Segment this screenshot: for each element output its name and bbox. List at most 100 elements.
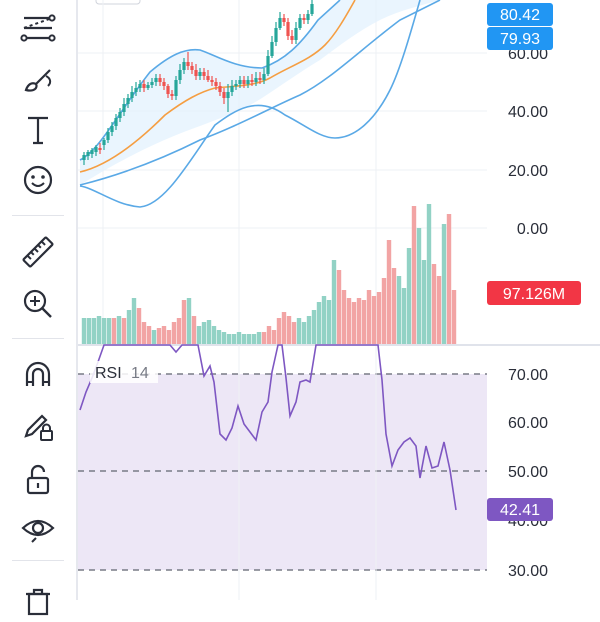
candle <box>166 86 170 94</box>
volume-bar <box>336 270 342 345</box>
candle <box>178 70 182 80</box>
measure-tool-button[interactable] <box>14 230 62 274</box>
volume-bar <box>181 300 187 345</box>
bollinger-band-fill <box>80 0 440 185</box>
volume-bar <box>176 318 182 345</box>
chart-canvas[interactable]: 60.00 40.00 20.00 0.00 80.42 79.93 97.12… <box>78 0 600 600</box>
candle <box>290 36 294 40</box>
text-tool-button[interactable] <box>14 108 62 152</box>
volume-bar <box>246 334 252 345</box>
volume-bar <box>261 332 267 345</box>
lock-drawing-tool-button[interactable] <box>14 404 62 448</box>
candle <box>134 88 138 92</box>
magnet-icon <box>25 361 51 386</box>
candle <box>282 18 286 22</box>
volume-bar <box>281 312 287 345</box>
candle <box>190 66 194 70</box>
candle <box>278 18 282 28</box>
candle <box>218 86 222 92</box>
candle <box>242 80 246 84</box>
volume-bar <box>406 248 412 345</box>
toolbar-divider <box>12 338 64 339</box>
volume-series <box>81 204 457 345</box>
volume-bar <box>146 326 152 345</box>
volume-bar <box>401 288 407 345</box>
brush-tool-button[interactable] <box>14 58 62 102</box>
candle <box>286 22 290 36</box>
candle <box>302 18 306 20</box>
chart-top-tab[interactable] <box>95 0 141 5</box>
rsi-axis-label: 70.00 <box>508 367 548 384</box>
candle <box>114 118 118 126</box>
trendline-tool-button[interactable] <box>14 6 62 50</box>
candle <box>230 86 234 92</box>
volume-bar <box>376 292 382 345</box>
candle <box>186 62 190 66</box>
candle <box>174 80 178 96</box>
magnet-tool-button[interactable] <box>14 354 62 398</box>
remove-tool-button[interactable] <box>14 578 62 622</box>
volume-bar <box>101 318 107 345</box>
unlock-icon <box>26 464 50 495</box>
candle <box>162 82 166 86</box>
candle <box>214 82 218 86</box>
rsi-value-tag: 42.41 <box>500 502 540 519</box>
hide-tool-button[interactable] <box>14 506 62 550</box>
candle <box>98 148 102 150</box>
volume-bar <box>296 318 302 345</box>
bollinger-lower-band <box>79 0 421 208</box>
volume-bar <box>331 260 337 345</box>
candle <box>150 82 154 85</box>
emoji-tool-button[interactable] <box>14 158 62 202</box>
last-price-tag: 80.42 <box>500 7 540 24</box>
volume-bar <box>106 318 112 345</box>
candle <box>86 152 90 156</box>
volume-bar <box>206 320 212 345</box>
candle <box>246 80 250 84</box>
price-tag-bg <box>487 281 581 305</box>
volume-bar <box>256 332 262 345</box>
candle <box>182 62 186 70</box>
lock-all-tool-button[interactable] <box>14 458 62 502</box>
rsi-legend-bg <box>90 361 158 383</box>
price-tag-bg <box>487 27 553 50</box>
volume-bar <box>411 206 417 345</box>
candle <box>158 78 162 82</box>
candle <box>226 92 230 98</box>
zoom-tool-button[interactable] <box>14 282 62 326</box>
volume-bar <box>306 316 312 345</box>
candle <box>298 18 302 28</box>
volume-bar <box>151 330 157 345</box>
volume-bar <box>316 302 322 345</box>
candle <box>306 14 310 20</box>
candle <box>146 85 150 88</box>
eye-icon <box>21 519 55 543</box>
candle <box>262 74 266 80</box>
volume-bar <box>366 290 372 345</box>
candle <box>210 80 214 82</box>
rsi-legend-period: 14 <box>131 365 149 382</box>
rsi-value-tag-bg <box>487 498 553 521</box>
toolbar-border <box>76 0 78 600</box>
rsi-legend-title[interactable]: RSI <box>95 365 122 382</box>
candle <box>198 72 202 76</box>
candle <box>194 70 198 76</box>
volume-bar <box>211 326 217 345</box>
candle <box>250 80 254 82</box>
drawing-toolbar <box>0 0 76 616</box>
volume-bar <box>186 298 192 345</box>
candle <box>238 80 242 84</box>
volume-bar <box>381 278 387 345</box>
volume-bar <box>136 308 142 345</box>
volume-bar <box>226 334 232 345</box>
candle <box>142 84 146 88</box>
volume-bar <box>286 316 292 345</box>
candlestick-series <box>82 0 314 165</box>
candle <box>294 28 298 40</box>
volume-bar <box>441 224 447 345</box>
volume-bar <box>361 300 367 345</box>
volume-bar <box>436 276 442 345</box>
trash-icon <box>26 588 50 616</box>
candle <box>130 92 134 98</box>
volume-bar <box>236 332 242 345</box>
